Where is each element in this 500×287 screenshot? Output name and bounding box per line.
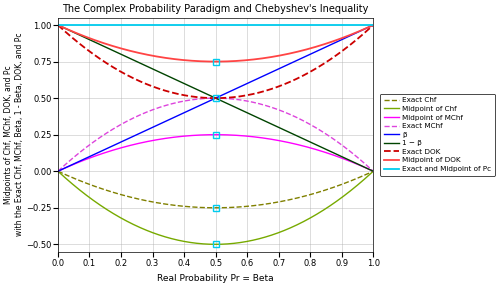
- Midpoint of Chf: [87, 196, 93, 200]
- Exact Chf: [212, 206, 218, 210]
- 1 − β: [370, 170, 376, 173]
- Midpoint of MChf: [301, 144, 307, 148]
- Exact DOK: [182, 94, 188, 97]
- Midpoint of DOK: [212, 60, 218, 63]
- Exact MChf: [194, 98, 200, 101]
- 1 − β: [182, 82, 188, 86]
- Midpoint of Chf: [194, 242, 200, 245]
- Midpoint of DOK: [370, 23, 376, 27]
- Exact MChf: [212, 96, 218, 100]
- Exact Chf: [55, 170, 61, 173]
- Midpoint of MChf: [194, 133, 200, 137]
- β: [301, 55, 307, 59]
- Midpoint of DOK: [272, 55, 278, 58]
- Exact DOK: [307, 70, 313, 74]
- Exact DOK: [212, 96, 218, 100]
- Line: Exact Chf: Exact Chf: [58, 171, 373, 208]
- Midpoint of DOK: [87, 37, 93, 40]
- Exact DOK: [370, 23, 376, 27]
- Exact MChf: [370, 170, 376, 173]
- Midpoint of Chf: [370, 170, 376, 173]
- 1 − β: [194, 88, 200, 91]
- Exact Chf: [301, 195, 307, 198]
- Line: Exact MChf: Exact MChf: [58, 98, 373, 171]
- Midpoint of DOK: [55, 23, 61, 27]
- Exact DOK: [87, 50, 93, 54]
- Exact MChf: [301, 119, 307, 123]
- Midpoint of Chf: [272, 232, 278, 236]
- Midpoint of MChf: [87, 156, 93, 160]
- Legend: Exact Chf, Midpoint of Chf, Midpoint of MChf, Exact MChf, β, 1 − β, Exact DOK, M: Exact Chf, Midpoint of Chf, Midpoint of …: [380, 94, 495, 176]
- Midpoint of Chf: [212, 243, 218, 246]
- Exact DOK: [194, 95, 200, 99]
- Midpoint of Chf: [55, 170, 61, 173]
- β: [55, 170, 61, 173]
- Midpoint of MChf: [272, 138, 278, 141]
- Midpoint of DOK: [301, 48, 307, 52]
- Midpoint of MChf: [182, 134, 188, 138]
- 1 − β: [272, 124, 278, 127]
- Midpoint of Chf: [307, 216, 313, 220]
- Exact MChf: [55, 170, 61, 173]
- Title: The Complex Probability Paradigm and Chebyshev's Inequality: The Complex Probability Paradigm and Che…: [62, 4, 369, 14]
- Exact MChf: [87, 143, 93, 146]
- X-axis label: Real Probability Pr = Beta: Real Probability Pr = Beta: [158, 274, 274, 283]
- Midpoint of DOK: [307, 47, 313, 50]
- β: [87, 155, 93, 158]
- 1 − β: [55, 23, 61, 27]
- Midpoint of MChf: [212, 133, 218, 136]
- Exact MChf: [307, 123, 313, 126]
- Exact DOK: [272, 86, 278, 90]
- Exact Chf: [272, 201, 278, 204]
- Midpoint of Chf: [301, 220, 307, 223]
- β: [306, 53, 312, 56]
- Exact Chf: [194, 205, 200, 209]
- Y-axis label: Midpoints of Chf, MChf, DOK, and Pc
with the Exact Chf, MChf, Beta, 1 - Beta, DO: Midpoints of Chf, MChf, DOK, and Pc with…: [4, 33, 24, 236]
- Exact Chf: [307, 193, 313, 196]
- Exact Chf: [87, 183, 93, 186]
- Line: Midpoint of Chf: Midpoint of Chf: [58, 171, 373, 244]
- Exact DOK: [55, 23, 61, 27]
- Exact MChf: [272, 107, 278, 110]
- 1 − β: [87, 38, 93, 42]
- Midpoint of MChf: [55, 170, 61, 173]
- Midpoint of MChf: [370, 170, 376, 173]
- Line: β: β: [58, 25, 373, 171]
- Midpoint of DOK: [194, 59, 200, 63]
- Exact DOK: [301, 73, 307, 77]
- Midpoint of MChf: [307, 146, 313, 150]
- Midpoint of Chf: [182, 240, 188, 243]
- β: [370, 23, 376, 27]
- Line: Midpoint of DOK: Midpoint of DOK: [58, 25, 373, 62]
- β: [194, 105, 200, 108]
- Exact Chf: [182, 205, 188, 208]
- Midpoint of DOK: [182, 59, 188, 62]
- Line: Midpoint of MChf: Midpoint of MChf: [58, 135, 373, 171]
- Exact MChf: [182, 99, 188, 102]
- β: [272, 69, 278, 73]
- 1 − β: [301, 137, 307, 141]
- β: [182, 110, 188, 114]
- Line: Exact DOK: Exact DOK: [58, 25, 373, 98]
- 1 − β: [306, 140, 312, 144]
- Line: 1 − β: 1 − β: [58, 25, 373, 171]
- Exact Chf: [370, 170, 376, 173]
